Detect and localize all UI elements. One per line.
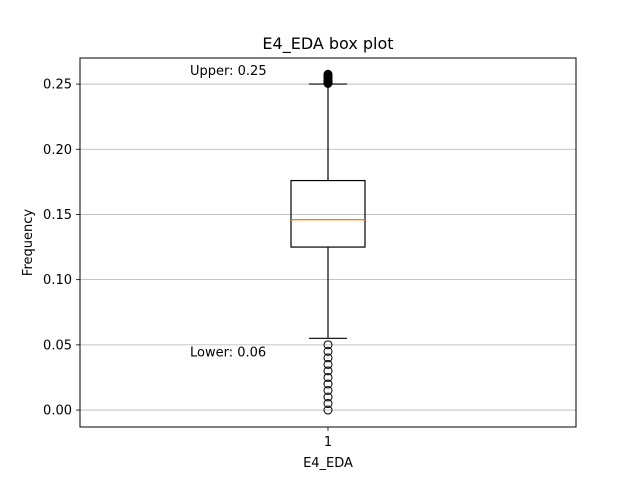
annotations: Upper: 0.25 Lower: 0.06 [190, 64, 267, 361]
outlier-point [323, 405, 333, 415]
y-axis-label: Frequency [21, 209, 36, 276]
annotation-label: Upper: 0.25 [190, 64, 267, 79]
x-axis-label: E4_EDA [303, 456, 353, 471]
outlier-point [323, 346, 333, 356]
y-tick-label: 0.05 [43, 338, 72, 353]
outlier-point [323, 379, 333, 389]
outlier-point [323, 359, 333, 369]
chart-title: E4_EDA box plot [262, 34, 393, 54]
iqr-box [290, 179, 366, 248]
outlier-point [323, 385, 333, 395]
outlier-point [323, 366, 333, 376]
y-tick-label: 0.15 [43, 208, 72, 223]
x-tick-label: 1 [324, 435, 332, 450]
y-tick-label: 0.00 [43, 404, 72, 419]
outlier-point [323, 392, 333, 402]
outlier-point [323, 69, 333, 79]
plot-marks [290, 69, 366, 415]
y-tick-label: 0.25 [43, 78, 72, 93]
outlier-point [323, 340, 333, 350]
annotation-label: Lower: 0.06 [190, 346, 266, 361]
axes: 0.00 0.05 0.10 0.15 0.20 0.25 1 [43, 78, 332, 450]
y-tick-label: 0.10 [43, 273, 72, 288]
outlier-point [323, 372, 333, 382]
outlier-point [323, 399, 333, 409]
outlier-point [323, 353, 333, 363]
y-tick-label: 0.20 [43, 143, 72, 158]
